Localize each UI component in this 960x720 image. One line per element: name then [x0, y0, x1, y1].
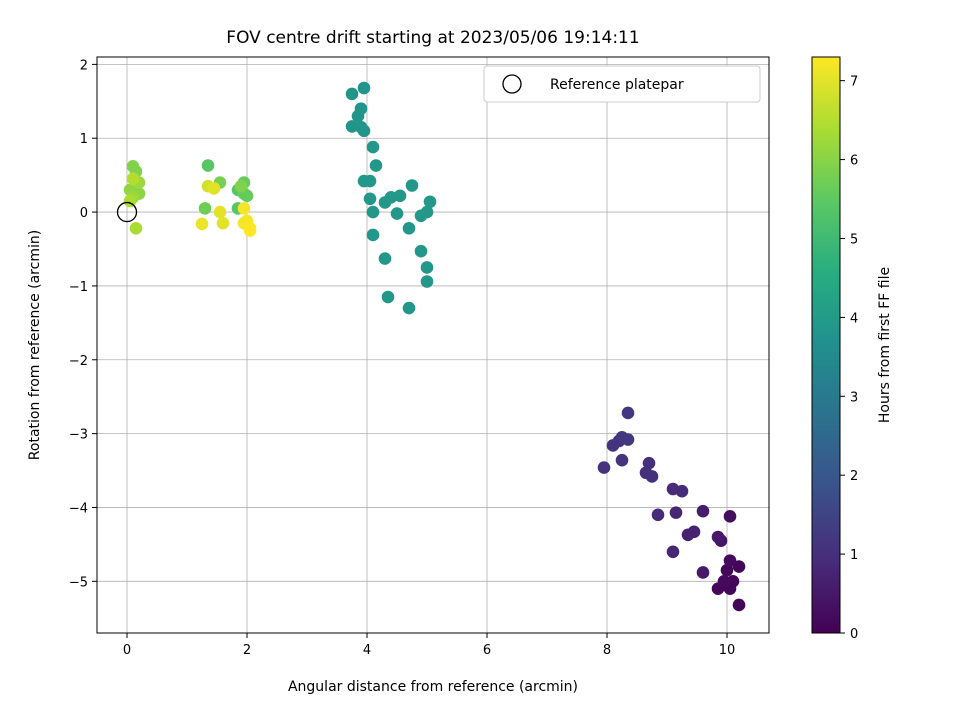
data-point [402, 222, 416, 235]
grid-lines [97, 57, 769, 633]
y-tick-label: −5 [69, 575, 88, 590]
x-tick-label: 8 [603, 643, 611, 658]
data-point [129, 222, 143, 235]
y-axis-label: Rotation from reference (arcmin) [27, 230, 43, 460]
data-point [351, 109, 365, 123]
reference-marker [116, 201, 138, 223]
data-point [216, 216, 230, 230]
legend-entry-label: Reference platepar [550, 77, 684, 93]
data-point [639, 466, 653, 480]
data-point [732, 560, 746, 573]
data-point [666, 545, 680, 559]
data-point [696, 504, 710, 518]
x-tick-label: 10 [719, 643, 736, 658]
data-point [597, 461, 611, 474]
data-point [621, 406, 635, 420]
data-point [420, 205, 434, 219]
chart-title: FOV centre drift starting at 2023/05/06 … [226, 28, 639, 48]
data-point [402, 301, 416, 315]
x-axis-label: Angular distance from reference (arcmin) [288, 679, 578, 695]
colorbar-tick-label: 2 [850, 469, 858, 484]
data-point [366, 140, 380, 154]
data-point [669, 506, 683, 519]
x-tick-label: 2 [243, 643, 251, 658]
data-point [237, 202, 251, 215]
data-point [363, 174, 377, 188]
data-point [369, 159, 383, 172]
colorbar-gradient [811, 56, 841, 634]
data-point [390, 207, 404, 220]
plot-frame [96, 56, 770, 634]
colorbar-tick-label: 4 [850, 311, 858, 326]
data-point [642, 456, 656, 470]
data-point [357, 81, 371, 95]
data-point [195, 217, 209, 231]
data-point [651, 508, 665, 522]
y-tick-label: −3 [69, 428, 88, 443]
y-tick-label: −4 [69, 501, 88, 516]
data-point [126, 172, 140, 186]
data-point [405, 179, 419, 192]
data-point [615, 453, 629, 467]
y-tick-label: 1 [80, 132, 88, 147]
data-point [345, 87, 359, 101]
data-point [357, 124, 371, 138]
colorbar-tick-label: 5 [850, 232, 858, 247]
colorbar-tick-label: 6 [850, 154, 858, 169]
colorbar-label: Hours from first FF file [877, 267, 893, 423]
data-point [696, 566, 710, 579]
x-axis-ticks: 0 2 4 6 8 10 [123, 633, 735, 658]
colorbar-tick-label: 0 [850, 627, 858, 642]
legend: Reference platepar [483, 65, 761, 103]
colorbar-tick-label: 7 [850, 75, 858, 90]
colorbar-tick-label: 3 [850, 390, 858, 405]
data-point [198, 202, 212, 215]
data-point [711, 530, 725, 544]
y-tick-label: 0 [80, 206, 88, 221]
legend-marker-icon [502, 74, 522, 94]
data-point [420, 275, 434, 288]
y-tick-label: −1 [69, 280, 88, 295]
data-point [621, 433, 635, 446]
x-tick-label: 0 [123, 643, 131, 658]
y-tick-label: 2 [80, 58, 88, 73]
data-point [378, 252, 392, 265]
data-point [366, 205, 380, 219]
data-point [732, 598, 746, 612]
data-point [378, 196, 392, 209]
data-point [207, 182, 221, 195]
data-point [345, 120, 359, 133]
data-point [423, 195, 437, 209]
data-point [717, 575, 731, 588]
data-points [123, 81, 746, 612]
data-point [234, 179, 248, 193]
colorbar-tick-label: 1 [850, 548, 858, 563]
reference-point [116, 201, 138, 223]
data-point [366, 228, 380, 242]
data-point [381, 290, 395, 304]
data-point [393, 189, 407, 203]
x-tick-label: 4 [363, 643, 371, 658]
y-tick-label: −2 [69, 354, 88, 369]
data-point [681, 528, 695, 542]
data-point [363, 192, 377, 206]
data-point [213, 205, 227, 219]
legend-box [483, 65, 761, 103]
x-tick-label: 6 [483, 643, 491, 658]
y-axis-ticks: 2 1 0 −1 −2 −3 −4 −5 [69, 58, 97, 590]
data-point [666, 482, 680, 496]
data-point [420, 261, 434, 274]
data-point [414, 244, 428, 258]
colorbar-ticks: 0 1 2 3 4 5 6 7 [840, 75, 858, 642]
data-point [243, 224, 257, 237]
data-point [723, 510, 737, 523]
data-point [720, 563, 734, 577]
data-point [723, 554, 737, 567]
colorbar: 0 1 2 3 4 5 6 7 Hours from first FF file [811, 56, 893, 642]
data-point [201, 159, 215, 172]
